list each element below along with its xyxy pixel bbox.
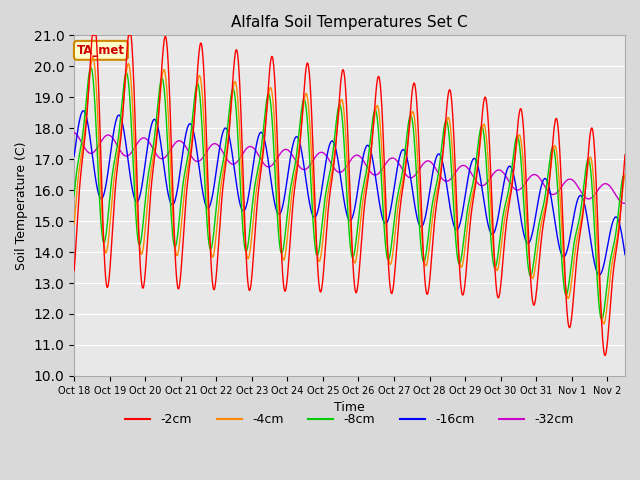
Title: Alfalfa Soil Temperatures Set C: Alfalfa Soil Temperatures Set C — [231, 15, 468, 30]
Text: TA_met: TA_met — [77, 44, 125, 57]
Legend: -2cm, -4cm, -8cm, -16cm, -32cm: -2cm, -4cm, -8cm, -16cm, -32cm — [120, 408, 579, 431]
X-axis label: Time: Time — [334, 401, 365, 414]
Y-axis label: Soil Temperature (C): Soil Temperature (C) — [15, 142, 28, 270]
